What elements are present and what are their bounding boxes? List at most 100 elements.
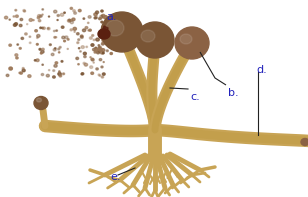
Ellipse shape: [37, 17, 40, 19]
Ellipse shape: [64, 40, 66, 42]
Ellipse shape: [89, 29, 91, 31]
Ellipse shape: [55, 62, 58, 64]
Ellipse shape: [110, 53, 112, 55]
Ellipse shape: [70, 21, 73, 24]
Ellipse shape: [51, 53, 54, 56]
Ellipse shape: [42, 14, 43, 15]
Ellipse shape: [33, 20, 34, 21]
Ellipse shape: [42, 9, 43, 10]
Ellipse shape: [25, 33, 27, 35]
Ellipse shape: [76, 57, 79, 59]
Ellipse shape: [29, 19, 32, 21]
Ellipse shape: [95, 11, 99, 14]
Ellipse shape: [99, 18, 101, 20]
Ellipse shape: [22, 68, 24, 69]
Ellipse shape: [38, 20, 41, 22]
Ellipse shape: [14, 23, 18, 25]
Ellipse shape: [60, 13, 64, 16]
Ellipse shape: [15, 9, 17, 11]
Ellipse shape: [112, 46, 115, 48]
Ellipse shape: [23, 9, 25, 12]
Ellipse shape: [9, 44, 11, 46]
Ellipse shape: [119, 42, 123, 45]
Ellipse shape: [102, 38, 106, 41]
Ellipse shape: [88, 16, 91, 18]
Ellipse shape: [95, 47, 97, 49]
Ellipse shape: [43, 27, 45, 29]
Ellipse shape: [13, 24, 17, 26]
Ellipse shape: [53, 70, 55, 72]
Ellipse shape: [83, 52, 86, 55]
Ellipse shape: [80, 36, 83, 38]
Ellipse shape: [24, 10, 26, 12]
Ellipse shape: [41, 73, 44, 76]
Ellipse shape: [29, 42, 31, 44]
Ellipse shape: [59, 46, 61, 48]
Ellipse shape: [123, 46, 124, 47]
Ellipse shape: [58, 48, 60, 50]
Ellipse shape: [28, 75, 31, 77]
Ellipse shape: [63, 73, 65, 75]
Ellipse shape: [40, 27, 41, 28]
Text: a.: a.: [106, 12, 116, 22]
Ellipse shape: [67, 19, 71, 22]
Text: d.: d.: [256, 65, 267, 75]
Ellipse shape: [117, 39, 119, 41]
Ellipse shape: [112, 37, 114, 39]
Ellipse shape: [48, 16, 50, 17]
Ellipse shape: [19, 47, 21, 49]
Ellipse shape: [85, 27, 88, 29]
Ellipse shape: [47, 28, 49, 29]
Ellipse shape: [6, 74, 9, 77]
Text: c.: c.: [190, 92, 200, 102]
Ellipse shape: [90, 66, 93, 68]
Ellipse shape: [106, 20, 124, 36]
Ellipse shape: [301, 138, 308, 146]
Ellipse shape: [49, 44, 51, 46]
Ellipse shape: [78, 39, 80, 41]
Ellipse shape: [96, 51, 100, 54]
Ellipse shape: [94, 17, 97, 19]
Ellipse shape: [61, 61, 63, 62]
Ellipse shape: [95, 48, 98, 52]
Ellipse shape: [101, 66, 103, 68]
Ellipse shape: [13, 16, 14, 17]
Ellipse shape: [19, 24, 22, 27]
Ellipse shape: [81, 46, 84, 48]
Ellipse shape: [42, 64, 43, 65]
Ellipse shape: [16, 57, 18, 59]
Ellipse shape: [69, 19, 71, 21]
Ellipse shape: [103, 30, 105, 31]
Ellipse shape: [91, 72, 94, 74]
Ellipse shape: [77, 42, 79, 44]
Ellipse shape: [67, 39, 69, 40]
Ellipse shape: [115, 23, 117, 25]
Ellipse shape: [111, 47, 114, 49]
Ellipse shape: [114, 17, 117, 20]
Ellipse shape: [19, 72, 21, 73]
Ellipse shape: [100, 18, 102, 19]
Ellipse shape: [53, 76, 55, 78]
Ellipse shape: [78, 9, 81, 12]
Ellipse shape: [80, 35, 83, 37]
Ellipse shape: [79, 48, 80, 49]
Ellipse shape: [99, 49, 102, 52]
Ellipse shape: [99, 48, 102, 51]
Ellipse shape: [48, 70, 50, 71]
Ellipse shape: [34, 60, 36, 61]
Ellipse shape: [124, 21, 126, 23]
Ellipse shape: [101, 49, 105, 52]
Ellipse shape: [76, 33, 79, 35]
Ellipse shape: [102, 73, 105, 75]
Ellipse shape: [98, 45, 100, 46]
Ellipse shape: [59, 52, 60, 53]
Ellipse shape: [59, 75, 62, 77]
Ellipse shape: [96, 68, 98, 70]
Ellipse shape: [102, 33, 105, 35]
Ellipse shape: [83, 62, 85, 64]
Ellipse shape: [55, 37, 57, 38]
Ellipse shape: [10, 67, 12, 70]
Ellipse shape: [86, 46, 87, 47]
Ellipse shape: [74, 12, 76, 14]
Ellipse shape: [17, 44, 18, 45]
